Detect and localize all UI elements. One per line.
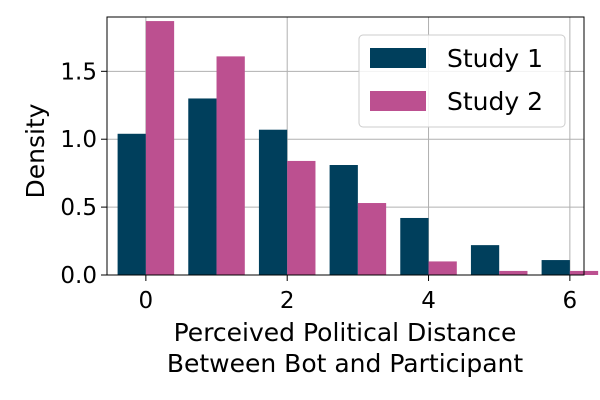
plot-frame [106,16,585,276]
y-tick-label: 0.0 [60,263,97,289]
axes [101,16,585,281]
bar-study-1-2 [258,129,288,275]
bar-study-2-0 [145,21,175,275]
x-axis-label-line-2: Between Bot and Participant [167,349,524,378]
x-axis-label-line-1: Perceived Political Distance [174,318,517,347]
tick-labels: 0 2 4 6 0.0 0.5 1.0 1.5 [60,59,577,314]
legend-label-study-1: Study 1 [447,44,543,73]
bar-study-1-0 [117,133,146,275]
bar-study-1-5 [470,245,500,275]
y-tick-label: 1.5 [60,59,97,85]
bar-study-2-5 [499,270,528,275]
x-tick-label: 4 [421,288,436,314]
bar-study-1-3 [329,165,358,275]
legend-label-study-2: Study 2 [447,87,543,116]
y-tick-label: 1.0 [60,127,97,153]
bar-study-2-4 [428,261,457,275]
y-tick-label: 0.5 [60,195,97,221]
legend: Study 1 Study 2 [358,34,566,128]
bar-study-1-1 [188,98,217,275]
x-tick-label: 6 [563,288,578,314]
bar-study-2-1 [216,56,245,275]
y-axis-label: Density [21,103,50,198]
legend-swatch-study-2 [370,91,426,111]
bars [117,21,599,275]
x-tick-label: 0 [139,288,154,314]
legend-swatch-study-1 [370,48,426,68]
x-tick-label: 2 [280,288,295,314]
bar-study-1-6 [541,260,570,275]
bar-study-1-4 [400,217,429,275]
bar-study-2-2 [287,160,316,275]
bar-study-2-3 [357,203,387,275]
